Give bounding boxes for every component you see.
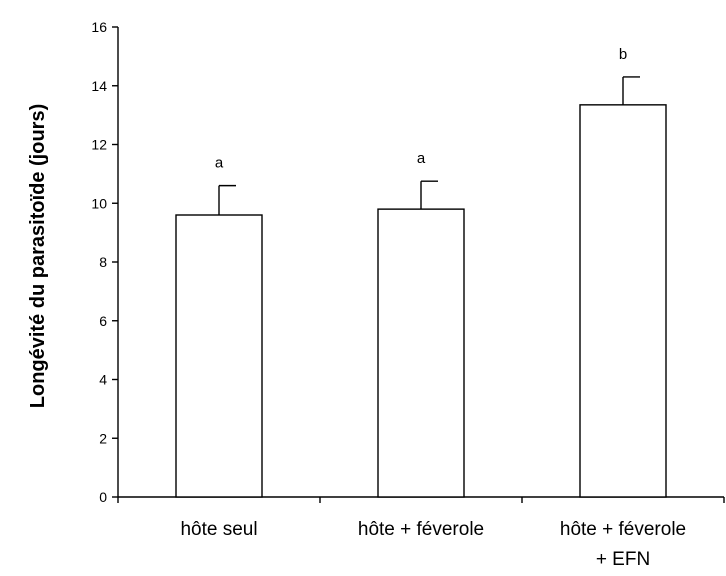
y-axis: 0 2 4 6 8 10 12 14 16 (91, 19, 119, 505)
y-tick-label: 8 (99, 254, 107, 270)
y-tick-label: 2 (99, 430, 107, 446)
y-tick-label: 0 (99, 489, 107, 505)
significance-label: b (619, 46, 627, 63)
y-tick-label: 14 (91, 78, 107, 94)
bars: a a b (175, 46, 667, 498)
y-tick-label: 16 (91, 19, 107, 35)
x-category-label: hôte seul (180, 519, 257, 540)
y-tick-label: 10 (91, 195, 107, 211)
significance-label: a (215, 155, 224, 172)
x-category-label: hôte + féverole (358, 519, 484, 540)
category-labels: hôte seul hôte + féverole hôte + féverole +… (180, 519, 686, 570)
bar (377, 208, 465, 498)
x-category-label: + EFN (596, 549, 650, 570)
y-axis-title: Longévité du parasitoïde (jours) (27, 104, 49, 408)
x-axis (117, 496, 725, 503)
y-tick-label: 6 (99, 313, 107, 329)
y-tick-label: 12 (91, 137, 107, 153)
significance-label: a (417, 150, 426, 167)
bar (175, 214, 263, 498)
y-tick-label: 4 (99, 372, 107, 388)
x-category-label: hôte + féverole (560, 519, 686, 540)
bar (579, 104, 667, 498)
